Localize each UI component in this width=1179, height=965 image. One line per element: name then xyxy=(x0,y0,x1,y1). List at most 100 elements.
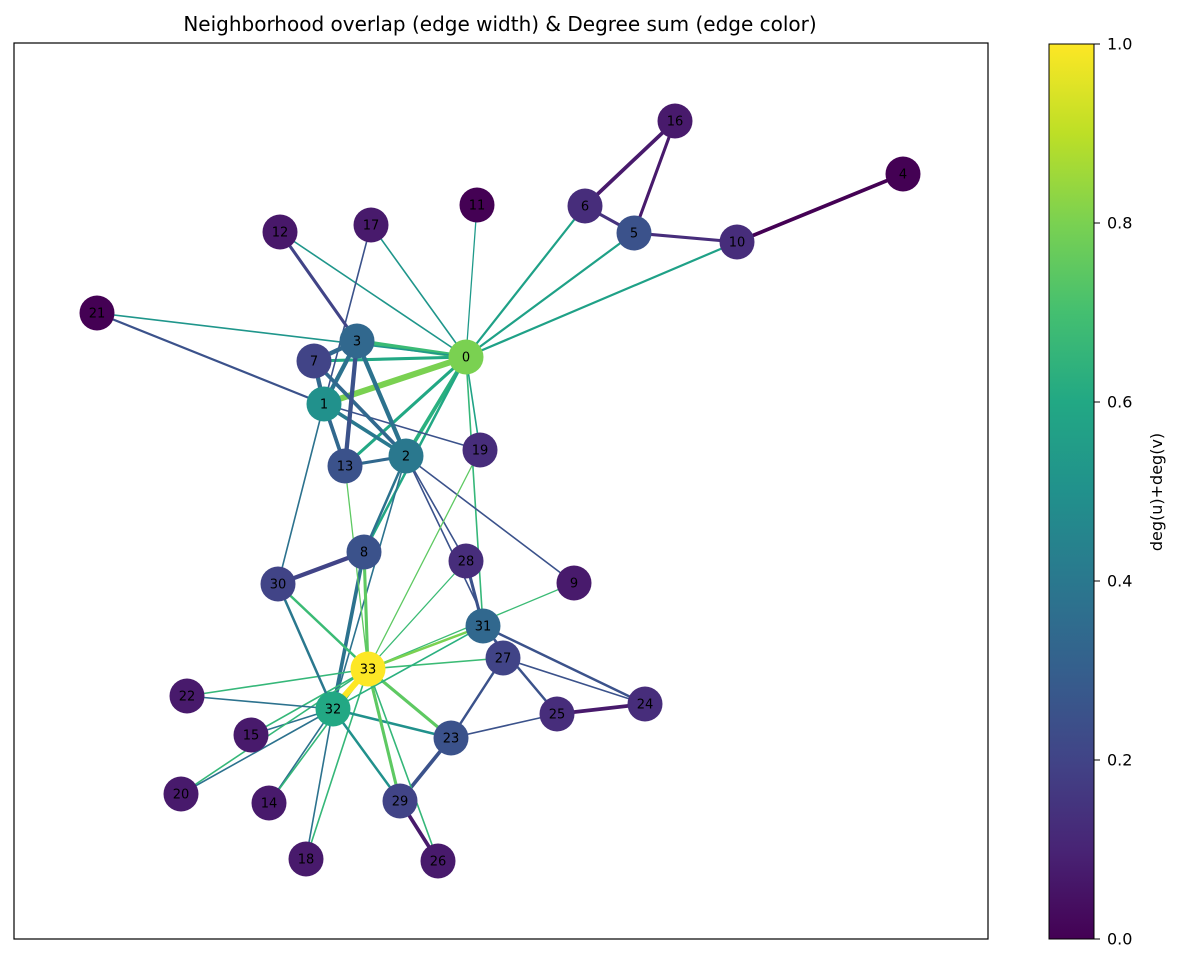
edge-23-32 xyxy=(331,707,453,740)
node-20: 20 xyxy=(163,776,199,812)
node-22: 22 xyxy=(169,678,205,714)
node-circle xyxy=(350,651,386,687)
nodes-layer: 0123456789101112131415161718192021222324… xyxy=(79,103,921,879)
node-3: 3 xyxy=(339,323,375,359)
colorbar-tick-label: 0.8 xyxy=(1107,214,1132,233)
node-circle xyxy=(448,543,484,579)
node-circle xyxy=(616,215,652,251)
colorbar-ticks: 0.0 0.2 0.4 0.6 0.8 1.0 xyxy=(1094,35,1132,949)
node-14: 14 xyxy=(251,785,287,821)
node-label: 26 xyxy=(430,855,447,870)
node-26: 26 xyxy=(420,843,456,879)
edge-0-10 xyxy=(464,240,739,359)
edge-8-33 xyxy=(362,550,370,671)
edge-0-6 xyxy=(464,204,587,359)
node-label: 24 xyxy=(637,698,654,713)
node-circle xyxy=(296,343,332,379)
colorbar-tick-label: 1.0 xyxy=(1107,35,1132,54)
node-label: 30 xyxy=(270,578,287,593)
node-15: 15 xyxy=(233,717,269,753)
node-circle xyxy=(567,188,603,224)
node-circle xyxy=(433,720,469,756)
edge-31-33 xyxy=(366,624,485,671)
edge-30-32 xyxy=(276,582,335,711)
node-label: 20 xyxy=(173,788,190,803)
colorbar-label: deg(u)+deg(v) xyxy=(1147,433,1166,551)
node-circle xyxy=(382,783,418,819)
node-label: 28 xyxy=(458,555,475,570)
edge-27-33 xyxy=(367,657,504,670)
node-circle xyxy=(306,386,342,422)
node-circle xyxy=(485,640,521,676)
edge-0-31 xyxy=(465,356,484,627)
node-label: 21 xyxy=(89,307,106,322)
node-circle xyxy=(163,776,199,812)
node-label: 2 xyxy=(402,450,410,465)
node-circle xyxy=(353,207,389,243)
node-label: 14 xyxy=(261,797,278,812)
node-circle xyxy=(346,534,382,570)
node-label: 31 xyxy=(475,620,492,635)
node-circle xyxy=(327,448,363,484)
edge-28-33 xyxy=(367,560,467,670)
edge-22-33 xyxy=(186,668,369,697)
colorbar-tick-label: 0.4 xyxy=(1107,572,1132,591)
edge-0-13 xyxy=(343,355,468,468)
edge-24-27 xyxy=(502,657,646,705)
node-circle xyxy=(169,678,205,714)
edge-0-11 xyxy=(465,204,478,358)
node-4: 4 xyxy=(885,156,921,192)
node-circle xyxy=(539,696,575,732)
node-label: 17 xyxy=(363,219,380,234)
colorbar-gradient xyxy=(1048,43,1095,940)
node-label: 29 xyxy=(392,795,409,810)
node-16: 16 xyxy=(657,103,693,139)
node-circle xyxy=(719,224,755,260)
node-circle xyxy=(233,717,269,753)
node-label: 0 xyxy=(462,351,470,366)
colorbar-tick-label: 0.6 xyxy=(1107,393,1132,412)
node-label: 7 xyxy=(310,355,318,370)
edge-15-33 xyxy=(250,668,369,736)
edge-24-31 xyxy=(481,624,647,706)
node-label: 13 xyxy=(337,460,354,475)
node-label: 15 xyxy=(243,729,260,744)
node-13: 13 xyxy=(327,448,363,484)
edge-1-17 xyxy=(323,224,372,405)
edge-26-33 xyxy=(367,668,439,862)
node-circle xyxy=(339,323,375,359)
edge-29-32 xyxy=(331,707,402,803)
node-label: 11 xyxy=(469,199,486,214)
edge-23-33 xyxy=(366,667,453,740)
edge-2-9 xyxy=(405,455,575,584)
node-circle xyxy=(260,566,296,602)
edge-1-30 xyxy=(277,403,325,585)
node-8: 8 xyxy=(346,534,382,570)
node-10: 10 xyxy=(719,224,755,260)
node-33: 33 xyxy=(350,651,386,687)
node-9: 9 xyxy=(556,565,592,601)
node-label: 25 xyxy=(549,708,566,723)
node-25: 25 xyxy=(539,696,575,732)
edge-20-32 xyxy=(180,708,334,795)
edge-29-33 xyxy=(366,667,402,803)
node-label: 10 xyxy=(729,236,746,251)
node-circle xyxy=(79,295,115,331)
edge-6-16 xyxy=(583,119,677,208)
node-label: 8 xyxy=(360,546,368,561)
node-12: 12 xyxy=(262,214,298,250)
node-0: 0 xyxy=(448,339,484,375)
node-circle xyxy=(885,156,921,192)
edge-1-21 xyxy=(95,311,326,406)
edge-5-16 xyxy=(632,119,677,235)
node-circle xyxy=(262,214,298,250)
node-17: 17 xyxy=(353,207,389,243)
node-label: 18 xyxy=(298,853,315,868)
node-label: 33 xyxy=(360,663,377,678)
node-18: 18 xyxy=(288,841,324,877)
edge-0-17 xyxy=(370,224,467,358)
edge-0-21 xyxy=(96,312,467,358)
node-2: 2 xyxy=(388,438,424,474)
node-circle xyxy=(657,103,693,139)
